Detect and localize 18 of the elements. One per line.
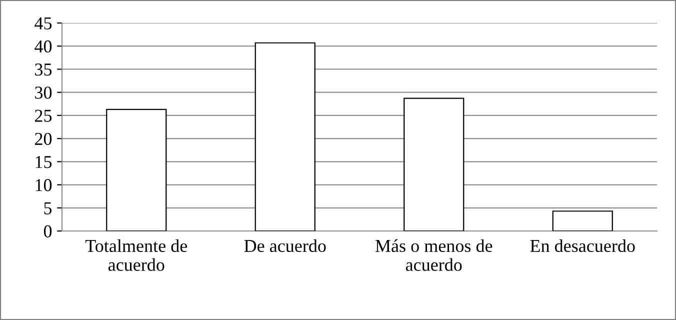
x-tick-label: Más o menos de acuerdo xyxy=(375,239,492,271)
y-tick-label: 40 xyxy=(34,40,52,53)
y-tick-label: 0 xyxy=(44,225,52,238)
y-tick-label: 45 xyxy=(34,17,52,30)
bar xyxy=(552,210,613,231)
bar xyxy=(404,98,464,231)
x-tick-label: Totalmente de acuerdo xyxy=(85,239,188,271)
y-tick-label: 20 xyxy=(35,132,52,145)
y-tick-label: 30 xyxy=(35,86,52,99)
y-tick-label: 15 xyxy=(36,156,52,168)
y-tick-label: 5 xyxy=(44,202,52,214)
bar xyxy=(106,108,167,231)
bar xyxy=(254,42,316,231)
y-tick-label: 10 xyxy=(36,179,52,192)
y-tick-label: 35 xyxy=(35,64,52,76)
x-tick-label: De acuerdo xyxy=(244,239,326,252)
x-tick-label: En desacuerdo xyxy=(530,239,635,252)
y-tick-label: 25 xyxy=(35,110,52,122)
